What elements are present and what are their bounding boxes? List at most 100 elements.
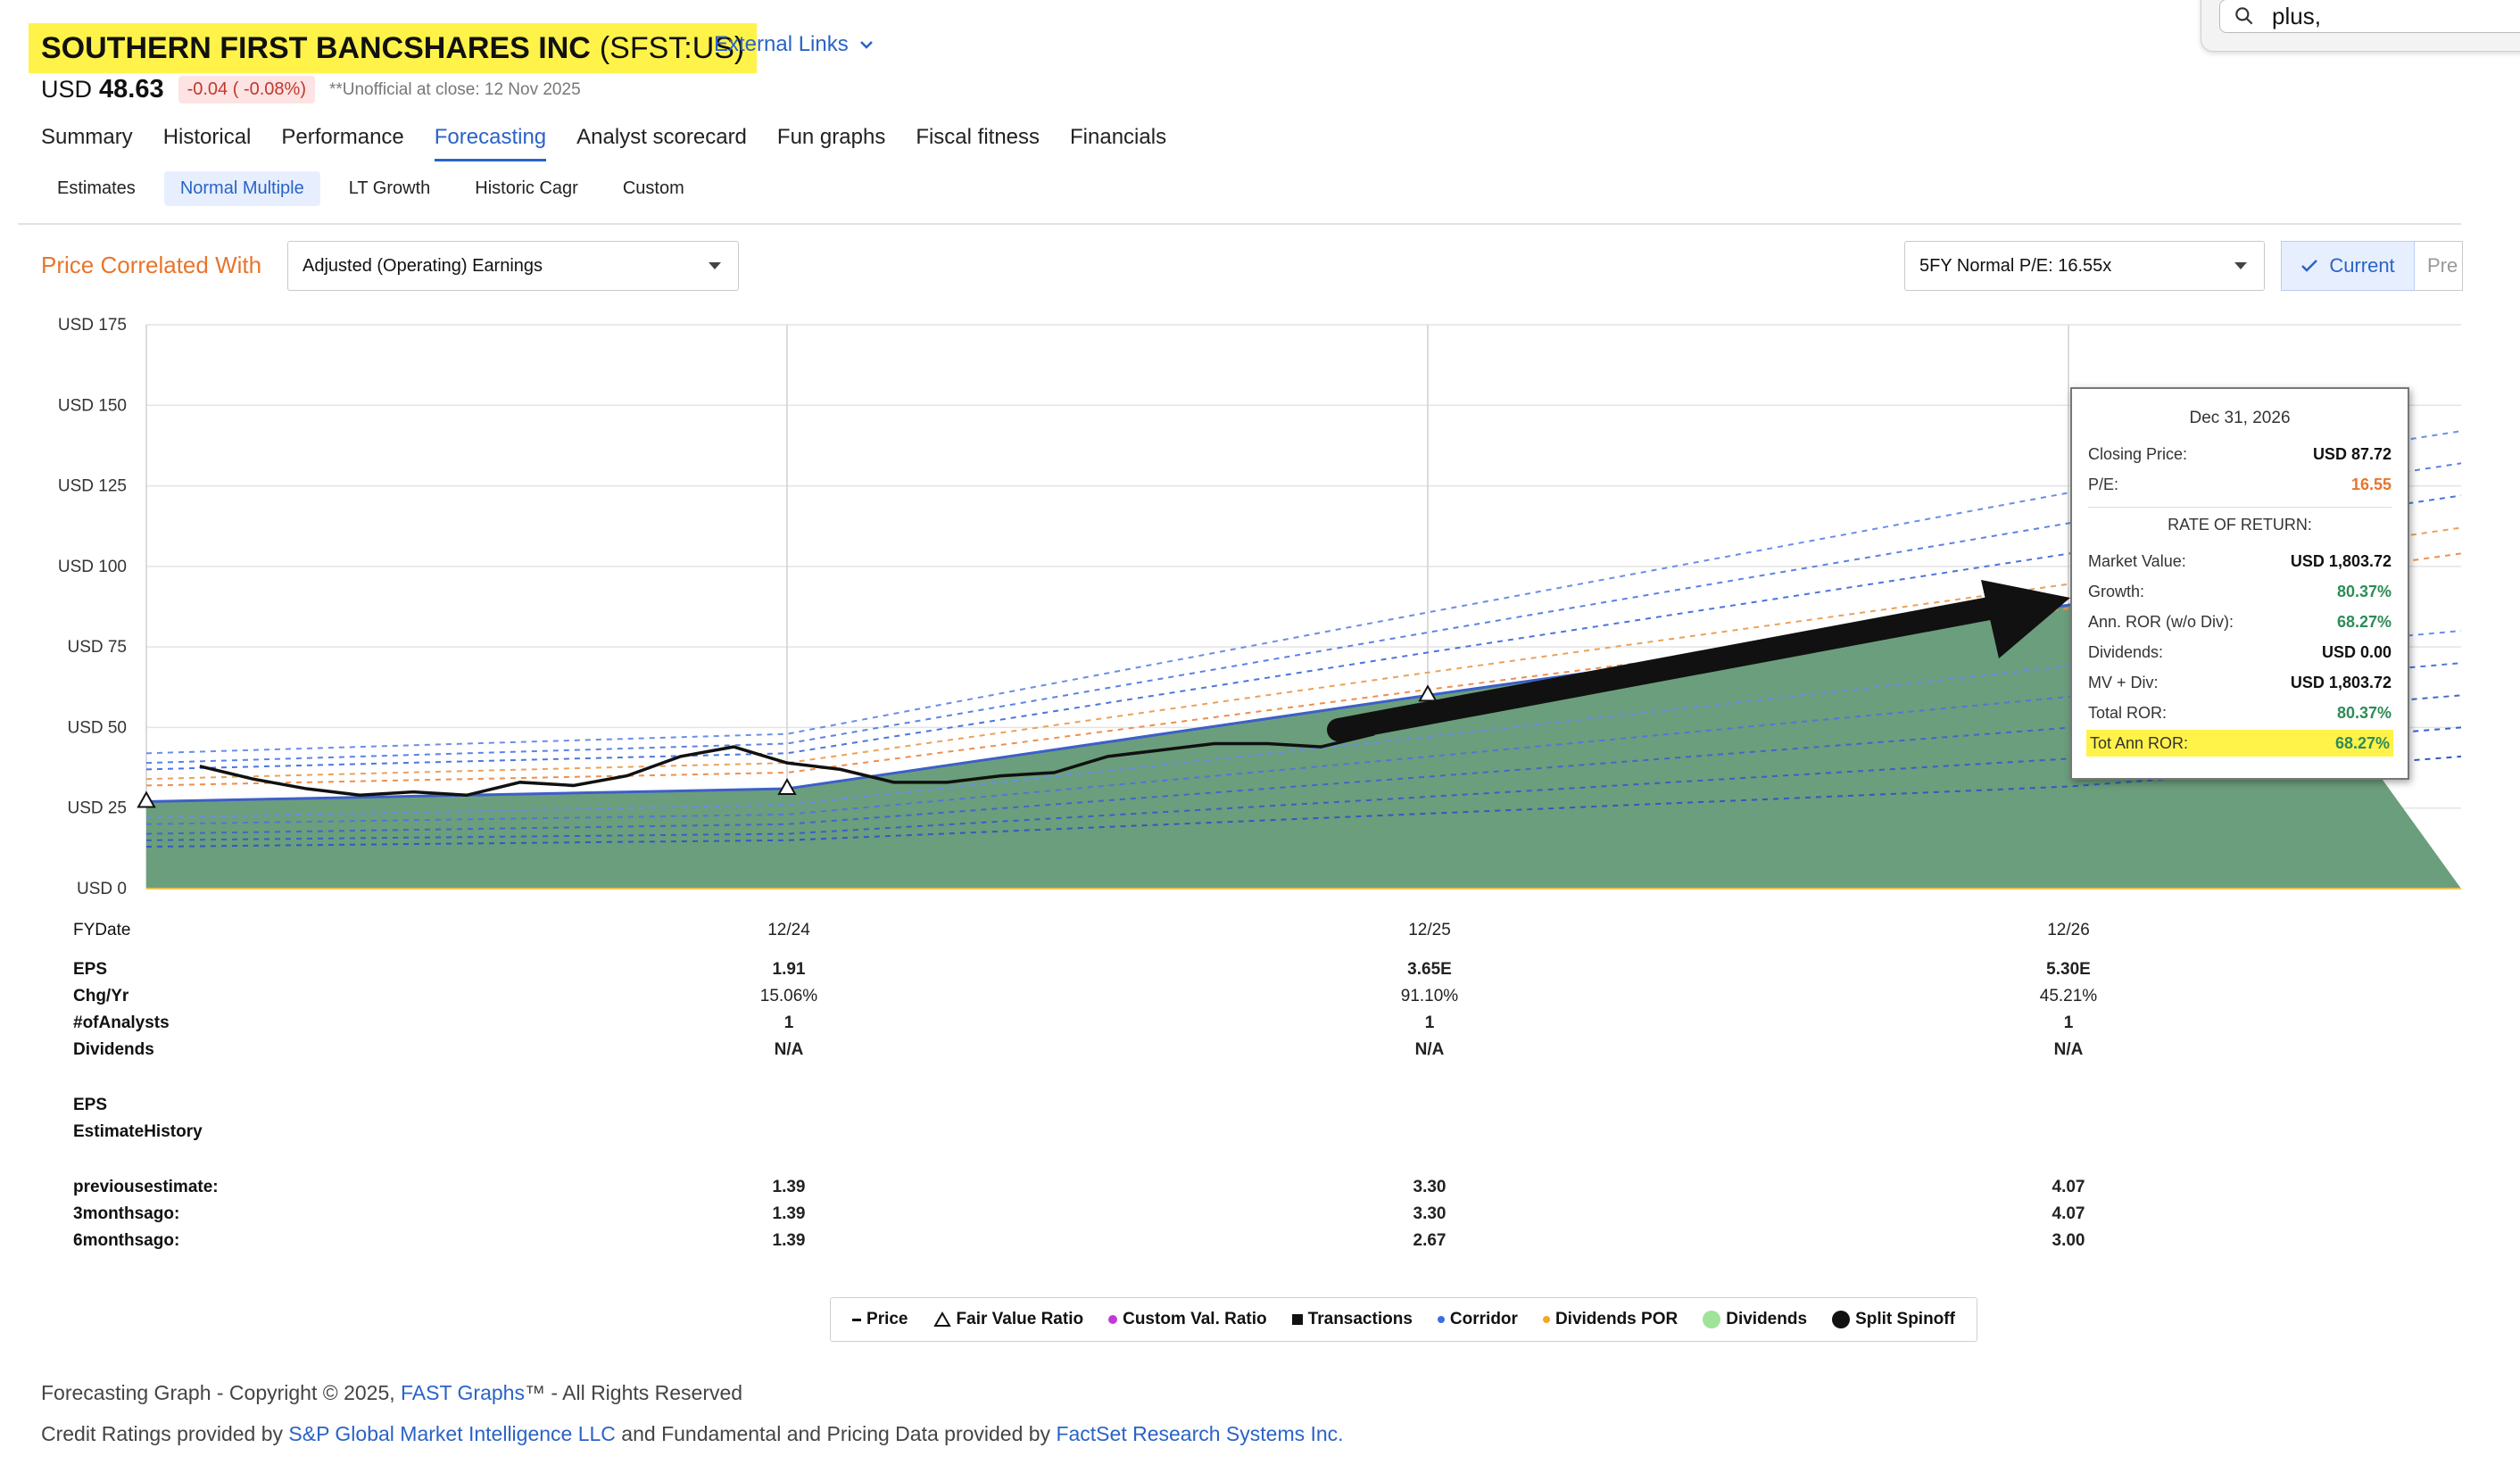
footer-credits: Credit Ratings provided by S&P Global Ma… xyxy=(41,1422,1344,1446)
legend-label: Price xyxy=(866,1310,908,1328)
tooltip-pe: 16.55 xyxy=(2350,475,2392,493)
search-input[interactable]: plus, xyxy=(2219,0,2520,33)
fair-value-markers xyxy=(137,684,1438,808)
tooltip-market-value: USD 1,803.72 xyxy=(2290,551,2392,570)
previous-estimate-value: 3.30 xyxy=(1413,1178,1447,1196)
footer-text: ™ - All Rights Reserved xyxy=(524,1381,743,1404)
main-tabs: Summary Historical Performance Forecasti… xyxy=(41,125,1197,161)
tab-financials[interactable]: Financials xyxy=(1070,125,1167,149)
arrow-shaft xyxy=(1327,595,2010,741)
legend-label: Dividends POR xyxy=(1554,1310,1679,1328)
price-currency: USD xyxy=(41,76,93,103)
analysts-value: 1 xyxy=(2063,1014,2074,1032)
subtab-historic-cagr[interactable]: Historic Cagr xyxy=(475,178,578,198)
tooltip-growth-row: Growth: 80.37% xyxy=(2088,578,2392,605)
analysts-value: 1 xyxy=(1424,1014,1435,1032)
tooltip-closing-price: USD 87.72 xyxy=(2312,444,2392,463)
chg-yr-label: Chg/Yr xyxy=(73,987,129,1005)
tooltip-total-ror-label: Total ROR: xyxy=(2088,703,2168,722)
tooltip-mv-div: USD 1,803.72 xyxy=(2290,673,2392,691)
price-line xyxy=(199,732,1375,798)
previous-button[interactable]: Pre xyxy=(2415,241,2463,291)
legend-label: Custom Val. Ratio xyxy=(1123,1310,1267,1328)
tab-fiscal-fitness[interactable]: Fiscal fitness xyxy=(916,125,1040,149)
legend-price[interactable]: Price xyxy=(852,1310,908,1329)
tooltip-ann-ror-label: Ann. ROR (w/o Div): xyxy=(2088,612,2234,631)
legend-custom-val-ratio[interactable]: Custom Val. Ratio xyxy=(1108,1310,1267,1329)
legend-fair-value-ratio[interactable]: Fair Value Ratio xyxy=(933,1310,1084,1329)
search-popup: plus, xyxy=(2201,0,2520,52)
tab-historical[interactable]: Historical xyxy=(162,125,252,149)
annotation-arrow xyxy=(1327,580,2070,741)
previous-estimate-value: 1.39 xyxy=(772,1178,806,1196)
three-months-ago-value: 4.07 xyxy=(2052,1204,2085,1223)
six-months-ago-value: 3.00 xyxy=(2052,1231,2085,1250)
three-months-ago-value: 1.39 xyxy=(772,1204,806,1223)
y-tick-label: USD 50 xyxy=(67,718,127,737)
corridor-swatch xyxy=(1437,1316,1445,1323)
y-axis-ticks: USD 175 USD 150 USD 125 USD 100 USD 75 USD 50… xyxy=(58,316,127,898)
analysts-label: #ofAnalysts xyxy=(73,1014,170,1032)
tooltip-total-ror: 80.37% xyxy=(2336,703,2392,722)
tab-summary[interactable]: Summary xyxy=(41,125,133,149)
legend-dividends[interactable]: Dividends xyxy=(1703,1310,1807,1329)
forecast-chart: USD 175 USD 150 USD 125 USD 100 USD 75 USD 50… xyxy=(58,316,2462,898)
fair-value-triangle xyxy=(777,778,797,796)
chart-legend: Price Fair Value Ratio Custom Val. Ratio… xyxy=(830,1297,1977,1342)
custom-ratio-swatch xyxy=(1108,1315,1118,1324)
legend-label: Fair Value Ratio xyxy=(956,1310,1084,1328)
tooltip-tot-ann-ror-row: Tot Ann ROR: 68.27% xyxy=(2086,730,2393,757)
tooltip-pe-row: P/E: 16.55 xyxy=(2088,471,2392,498)
tab-performance[interactable]: Performance xyxy=(281,125,404,149)
tooltip-ror-heading: RATE OF RETURN: xyxy=(2168,516,2312,534)
pe-select[interactable]: 5FY Normal P/E: 16.55x xyxy=(1904,241,2265,291)
price-correlated-label: Price Correlated With xyxy=(41,252,262,278)
tab-analyst-scorecard[interactable]: Analyst scorecard xyxy=(576,125,747,149)
fair-value-area xyxy=(146,566,2461,889)
legend-split-spinoff[interactable]: Split Spinoff xyxy=(1832,1310,1955,1329)
chevron-down-icon xyxy=(709,262,721,269)
factset-link[interactable]: FactSet Research Systems Inc. xyxy=(1056,1422,1344,1445)
eps-value: 5.30E xyxy=(2046,960,2091,979)
current-button[interactable]: Current xyxy=(2281,241,2415,291)
sp-global-link[interactable]: S&P Global Market Intelligence LLC xyxy=(288,1422,616,1445)
tooltip-total-ror-row: Total ROR: 80.37% xyxy=(2088,699,2392,726)
arrow-head xyxy=(1981,580,2070,658)
tab-forecasting[interactable]: Forecasting xyxy=(434,125,547,161)
subtab-normal-multiple[interactable]: Normal Multiple xyxy=(163,171,320,206)
legend-corridor[interactable]: Corridor xyxy=(1437,1310,1518,1329)
tooltip-growth: 80.37% xyxy=(2336,582,2392,600)
six-months-ago-label: 6monthsago: xyxy=(73,1231,180,1250)
subtab-estimates[interactable]: Estimates xyxy=(57,178,136,198)
subtab-custom[interactable]: Custom xyxy=(622,178,684,198)
tooltip-dividends-label: Dividends: xyxy=(2088,642,2164,661)
tooltip-date: Dec 31, 2026 xyxy=(2189,409,2291,427)
tooltip-ann-ror-row: Ann. ROR (w/o Div): 68.27% xyxy=(2088,608,2392,635)
y-tick-label: USD 150 xyxy=(58,396,127,415)
external-links-label: External Links xyxy=(714,32,849,56)
price-change-badge: -0.04 ( -0.08%) xyxy=(178,76,315,103)
subtab-lt-growth[interactable]: LT Growth xyxy=(348,178,431,198)
fast-graphs-link[interactable]: FAST Graphs xyxy=(401,1381,525,1404)
search-input-value: plus, xyxy=(2272,2,2321,29)
eps-value: 1.91 xyxy=(772,960,806,979)
tooltip-pe-label: P/E: xyxy=(2088,475,2119,493)
legend-dividends-por[interactable]: Dividends POR xyxy=(1542,1310,1679,1329)
dividends-value: N/A xyxy=(774,1040,804,1059)
footer-text: and Fundamental and Pricing Data provide… xyxy=(615,1422,1057,1445)
chevron-down-icon xyxy=(2234,262,2247,269)
y-tick-label: USD 175 xyxy=(58,316,127,335)
tooltip-tot-ann-ror-label: Tot Ann ROR: xyxy=(2090,733,2189,752)
correlated-with-select[interactable]: Adjusted (Operating) Earnings xyxy=(287,241,739,291)
external-links-dropdown[interactable]: External Links xyxy=(714,32,874,57)
previous-button-label: Pre xyxy=(2427,254,2458,277)
legend-label: Dividends xyxy=(1726,1310,1808,1328)
tab-fun-graphs[interactable]: Fun graphs xyxy=(776,125,886,149)
transactions-swatch xyxy=(1291,1314,1303,1325)
dividends-value: N/A xyxy=(2053,1040,2084,1059)
chg-yr-value: 45.21% xyxy=(2039,987,2098,1005)
legend-transactions[interactable]: Transactions xyxy=(1291,1310,1413,1329)
tooltip-ann-ror: 68.27% xyxy=(2336,612,2392,631)
tooltip-dividends-row: Dividends: USD 0.00 xyxy=(2088,639,2392,666)
footer-copyright: Forecasting Graph - Copyright © 2025, FA… xyxy=(41,1381,742,1405)
